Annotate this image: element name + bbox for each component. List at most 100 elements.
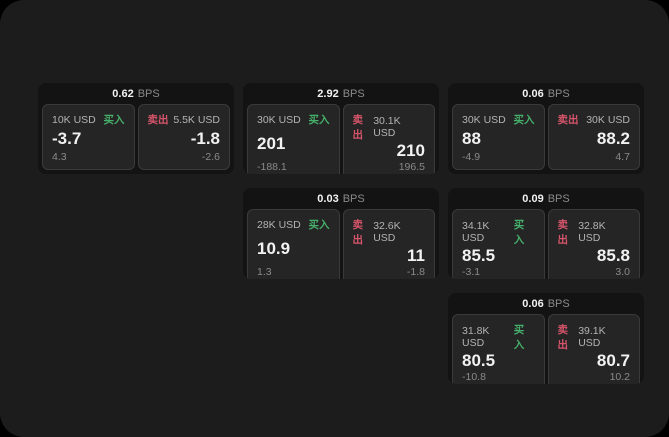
sell-pane[interactable]: 卖出 39.1K USD 80.7 10.2 [547, 314, 640, 384]
sell-pane[interactable]: 卖出 32.8K USD 85.8 3.0 [547, 209, 640, 279]
sell-size-label: 5.5K USD [173, 113, 220, 126]
buy-pane-top: 31.8K USD 买入 [462, 322, 535, 352]
sell-change: 3.0 [615, 265, 630, 278]
spread-unit-label: BPS [547, 192, 570, 205]
sell-price: 80.7 [596, 351, 630, 370]
buy-pane[interactable]: 30K USD 买入 201 -188.1 [247, 104, 340, 174]
quote-panes: 30K USD 买入 201 -188.1 卖出 30.1K USD 210 1… [247, 104, 435, 174]
buy-pane[interactable]: 28K USD 买入 10.9 1.3 [247, 209, 340, 279]
buy-size-label: 10K USD [52, 113, 96, 126]
sell-size-label: 32.8K USD [578, 220, 606, 244]
spread-header: 0.62 BPS [42, 83, 230, 104]
spread-header: 2.92 BPS [247, 83, 435, 104]
quote-card: 0.03 BPS 28K USD 买入 10.9 1.3 卖出 32.6K US… [243, 188, 439, 279]
sell-pane[interactable]: 卖出 32.6K USD 11 -1.8 [342, 209, 435, 279]
buy-pane-top: 10K USD 买入 [52, 112, 125, 127]
buy-pane[interactable]: 10K USD 买入 -3.7 4.3 [42, 104, 135, 170]
buy-size-label: 28K USD [257, 218, 301, 231]
buy-size-label: 34.1K USD [462, 220, 490, 244]
buy-side-label: 买入 [513, 114, 535, 126]
sell-price: 88.2 [596, 128, 630, 148]
quote-card: 0.06 BPS 30K USD 买入 88 -4.9 卖出 30K USD [448, 83, 644, 174]
buy-side-label: 买入 [308, 114, 330, 126]
quote-card: 0.62 BPS 10K USD 买入 -3.7 4.3 卖出 5.5K USD [38, 83, 234, 174]
buy-price: 85.5 [462, 246, 496, 265]
sell-pane-top: 卖出 39.1K USD [558, 322, 631, 352]
sell-price: 11 [407, 246, 425, 265]
buy-side-label: 买入 [308, 219, 330, 231]
sell-pane-top: 卖出 32.6K USD [353, 217, 426, 247]
buy-size-label: 30K USD [257, 113, 301, 126]
sell-side-label: 卖出 [557, 324, 569, 351]
spread-header: 0.03 BPS [247, 188, 435, 209]
buy-pane[interactable]: 34.1K USD 买入 85.5 -3.1 [452, 209, 545, 279]
spread-value: 0.62 [112, 87, 134, 100]
sell-pane[interactable]: 卖出 30.1K USD 210 196.5 [342, 104, 435, 174]
quote-card: 0.06 BPS 31.8K USD 买入 80.5 -10.8 卖出 39.1… [448, 293, 644, 384]
spread-value: 2.92 [317, 87, 339, 100]
spread-unit-label: BPS [547, 297, 570, 310]
sell-price: 85.8 [596, 246, 630, 265]
sell-side-label: 卖出 [557, 219, 569, 246]
sell-pane-top: 卖出 32.8K USD [558, 217, 631, 247]
buy-change: 1.3 [257, 265, 272, 278]
quote-panes: 34.1K USD 买入 85.5 -3.1 卖出 32.8K USD 85.8… [452, 209, 640, 279]
pricing-grid: 0.62 BPS 10K USD 买入 -3.7 4.3 卖出 5.5K USD [38, 83, 644, 384]
buy-price: 80.5 [462, 351, 496, 370]
buy-pane[interactable]: 31.8K USD 买入 80.5 -10.8 [452, 314, 545, 384]
buy-change: -188.1 [257, 160, 287, 173]
sell-size-label: 32.6K USD [373, 220, 401, 244]
sell-pane[interactable]: 卖出 30K USD 88.2 4.7 [547, 104, 640, 170]
sell-side-label: 卖出 [352, 219, 364, 246]
buy-side-label: 买入 [513, 219, 525, 246]
buy-side-label: 买入 [103, 114, 125, 126]
quote-card: 2.92 BPS 30K USD 买入 201 -188.1 卖出 30.1K … [243, 83, 439, 174]
sell-change: -2.6 [201, 151, 220, 163]
spread-value: 0.06 [522, 87, 544, 100]
spread-value: 0.03 [317, 192, 339, 205]
quote-card: 0.09 BPS 34.1K USD 买入 85.5 -3.1 卖出 32.8K… [448, 188, 644, 279]
sell-pane-top: 卖出 30.1K USD [353, 112, 426, 142]
sell-pane[interactable]: 卖出 5.5K USD -1.8 -2.6 [137, 104, 230, 170]
spread-value: 0.09 [522, 192, 544, 205]
sell-size-label: 30K USD [586, 113, 630, 126]
sell-change: 4.7 [615, 151, 630, 163]
sell-pane-top: 卖出 5.5K USD [148, 112, 221, 127]
quote-panes: 10K USD 买入 -3.7 4.3 卖出 5.5K USD -1.8 -2.… [42, 104, 230, 170]
buy-price: 88 [462, 128, 481, 148]
buy-pane-top: 30K USD 买入 [257, 112, 330, 127]
spread-unit-label: BPS [342, 192, 365, 205]
buy-price: 201 [257, 133, 286, 153]
buy-price: -3.7 [52, 128, 82, 148]
sell-change: 196.5 [398, 160, 425, 173]
buy-pane-top: 34.1K USD 买入 [462, 217, 535, 247]
buy-pane-top: 30K USD 买入 [462, 112, 535, 127]
sell-price: -1.8 [190, 128, 220, 148]
buy-change: 4.3 [52, 151, 67, 163]
spread-unit-label: BPS [547, 87, 570, 100]
spread-header: 0.09 BPS [452, 188, 640, 209]
sell-side-label: 卖出 [557, 114, 579, 126]
quote-panes: 31.8K USD 买入 80.5 -10.8 卖出 39.1K USD 80.… [452, 314, 640, 384]
quote-panes: 30K USD 买入 88 -4.9 卖出 30K USD 88.2 4.7 [452, 104, 640, 170]
sell-change: 10.2 [609, 370, 630, 383]
buy-price: 10.9 [257, 238, 291, 258]
sell-size-label: 30.1K USD [373, 115, 401, 139]
spread-header: 0.06 BPS [452, 293, 640, 314]
buy-pane-top: 28K USD 买入 [257, 217, 330, 232]
sell-pane-top: 卖出 30K USD [558, 112, 631, 127]
spread-header: 0.06 BPS [452, 83, 640, 104]
sell-size-label: 39.1K USD [578, 325, 606, 349]
spread-unit-label: BPS [137, 87, 160, 100]
buy-change: -4.9 [462, 151, 481, 163]
sell-side-label: 卖出 [352, 114, 364, 141]
buy-pane[interactable]: 30K USD 买入 88 -4.9 [452, 104, 545, 170]
spread-unit-label: BPS [342, 87, 365, 100]
buy-change: -3.1 [462, 265, 481, 278]
sell-change: -1.8 [406, 265, 425, 278]
buy-side-label: 买入 [513, 324, 525, 351]
buy-change: -10.8 [462, 370, 486, 383]
quote-panes: 28K USD 买入 10.9 1.3 卖出 32.6K USD 11 -1.8 [247, 209, 435, 279]
buy-size-label: 30K USD [462, 113, 506, 126]
